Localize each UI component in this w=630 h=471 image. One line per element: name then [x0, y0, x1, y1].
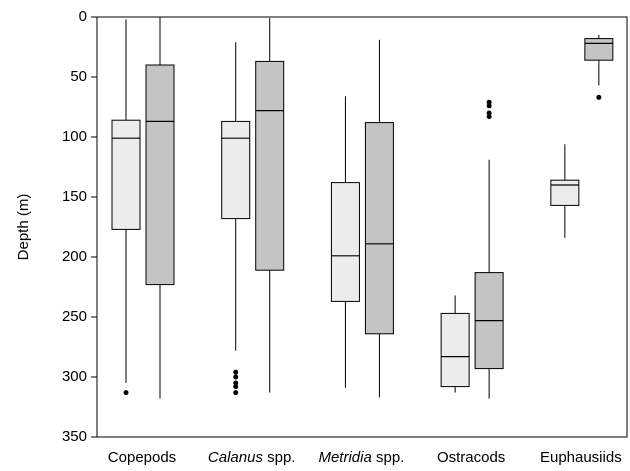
box [330, 182, 360, 302]
box [145, 64, 175, 286]
y-tick-label: 250 [62, 308, 87, 325]
outlier [233, 374, 239, 380]
outlier [123, 390, 129, 396]
outlier [486, 114, 492, 120]
outlier [233, 390, 239, 396]
plot-frame [96, 16, 628, 438]
y-tick-label: 200 [62, 248, 87, 265]
box [440, 312, 470, 388]
y-tick-label: 350 [62, 428, 87, 445]
y-tick-label: 150 [62, 188, 87, 205]
box [255, 60, 285, 271]
box [584, 38, 614, 61]
outlier [233, 369, 239, 375]
box [221, 120, 251, 220]
outlier [233, 384, 239, 390]
outlier [486, 110, 492, 116]
y-tick-label: 50 [70, 68, 87, 85]
x-tick-label: Copepods [108, 449, 176, 466]
y-axis-label: Depth (m) [15, 194, 32, 261]
outlier [233, 380, 239, 386]
x-tick-label: Metridia spp. [318, 449, 404, 466]
outlier [486, 99, 492, 105]
x-tick-label: Ostracods [437, 449, 505, 466]
y-tick-label: 100 [62, 128, 87, 145]
x-tick-label: Calanus spp. [208, 449, 296, 466]
y-tick-label: 300 [62, 368, 87, 385]
box [550, 179, 580, 206]
outlier [486, 103, 492, 109]
box [364, 122, 394, 335]
outlier [596, 94, 602, 100]
box [111, 119, 141, 230]
x-tick-label: Euphausiids [540, 449, 622, 466]
y-tick-label: 0 [79, 8, 87, 25]
